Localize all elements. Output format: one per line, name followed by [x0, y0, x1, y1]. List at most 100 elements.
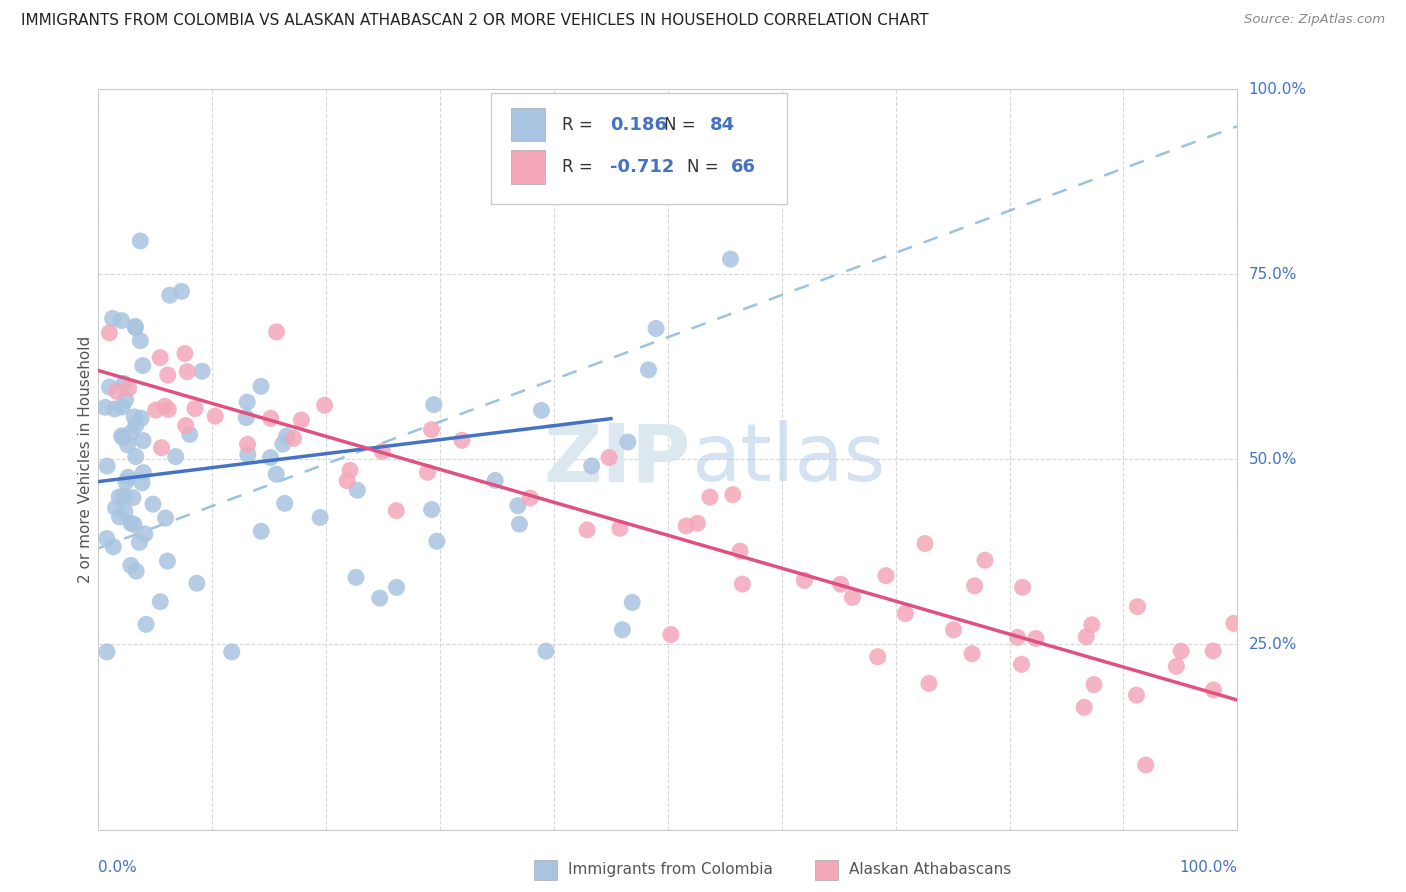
Point: [174, 418, 197, 433]
Point: [108, 510, 131, 524]
Point: [155, 511, 177, 525]
Point: [104, 401, 127, 416]
Point: [830, 577, 852, 591]
Text: 0.0%: 0.0%: [98, 860, 138, 875]
Point: [1025, 632, 1047, 646]
Point: [1202, 644, 1225, 658]
Point: [125, 564, 148, 578]
Point: [112, 376, 135, 391]
Point: [346, 483, 368, 498]
FancyBboxPatch shape: [510, 108, 546, 142]
Point: [451, 434, 474, 448]
Text: Source: ZipAtlas.com: Source: ZipAtlas.com: [1244, 13, 1385, 27]
Point: [125, 450, 148, 464]
Point: [609, 521, 631, 535]
Point: [259, 450, 281, 465]
Point: [118, 381, 141, 395]
Point: [176, 365, 198, 379]
Point: [1011, 657, 1033, 672]
Point: [98, 380, 121, 394]
Point: [250, 379, 273, 393]
Point: [260, 411, 283, 425]
Point: [699, 490, 721, 504]
Point: [519, 491, 541, 505]
Point: [617, 434, 640, 449]
Point: [111, 400, 134, 414]
FancyBboxPatch shape: [491, 93, 787, 204]
Point: [420, 423, 443, 437]
Point: [423, 398, 446, 412]
Point: [149, 351, 172, 365]
Point: [145, 403, 167, 417]
Point: [581, 458, 603, 473]
Point: [149, 595, 172, 609]
Point: [112, 489, 135, 503]
Point: [135, 617, 157, 632]
Text: N =: N =: [665, 116, 696, 134]
Point: [125, 418, 148, 433]
Point: [124, 320, 146, 334]
Point: [1083, 678, 1105, 692]
Point: [918, 676, 941, 690]
Text: 25.0%: 25.0%: [1249, 637, 1296, 652]
Text: 100.0%: 100.0%: [1249, 82, 1306, 96]
Point: [110, 313, 132, 327]
FancyBboxPatch shape: [510, 150, 546, 184]
Point: [132, 466, 155, 480]
Point: [156, 368, 179, 382]
Y-axis label: 2 or more Vehicles in Household: 2 or more Vehicles in Household: [77, 335, 93, 583]
Point: [875, 568, 897, 582]
Text: 100.0%: 100.0%: [1180, 860, 1237, 875]
Point: [96, 532, 118, 546]
Point: [1011, 580, 1033, 594]
Point: [1166, 659, 1188, 673]
Point: [645, 321, 668, 335]
Point: [1007, 631, 1029, 645]
Point: [101, 311, 124, 326]
Text: -0.712: -0.712: [610, 158, 673, 176]
Point: [314, 398, 336, 412]
Point: [963, 579, 986, 593]
Point: [371, 444, 394, 458]
Point: [598, 450, 620, 465]
Point: [114, 392, 136, 407]
Point: [96, 458, 118, 473]
Point: [841, 591, 863, 605]
Point: [174, 346, 197, 360]
Point: [534, 644, 557, 658]
Point: [132, 359, 155, 373]
Point: [122, 517, 145, 532]
Point: [420, 502, 443, 516]
Point: [186, 576, 208, 591]
Point: [122, 491, 145, 505]
Point: [1076, 630, 1098, 644]
Point: [153, 399, 176, 413]
Text: N =: N =: [688, 158, 718, 176]
Point: [120, 516, 142, 531]
Point: [576, 523, 599, 537]
Point: [942, 623, 965, 637]
Point: [156, 554, 179, 568]
Text: Immigrants from Colombia: Immigrants from Colombia: [568, 863, 773, 877]
Point: [184, 401, 207, 416]
Point: [134, 527, 156, 541]
Point: [110, 429, 132, 443]
Point: [111, 430, 134, 444]
Point: [117, 438, 139, 452]
Point: [1135, 758, 1157, 772]
Point: [1081, 617, 1104, 632]
Point: [129, 234, 152, 248]
Point: [117, 470, 139, 484]
Point: [273, 496, 295, 510]
Point: [115, 475, 138, 489]
Point: [165, 450, 187, 464]
Point: [96, 645, 118, 659]
Point: [960, 647, 983, 661]
Point: [1223, 616, 1246, 631]
Point: [266, 325, 288, 339]
Point: [339, 463, 361, 477]
Point: [530, 403, 553, 417]
Text: 50.0%: 50.0%: [1249, 452, 1296, 467]
Text: 0.186: 0.186: [610, 116, 666, 134]
Point: [128, 535, 150, 549]
